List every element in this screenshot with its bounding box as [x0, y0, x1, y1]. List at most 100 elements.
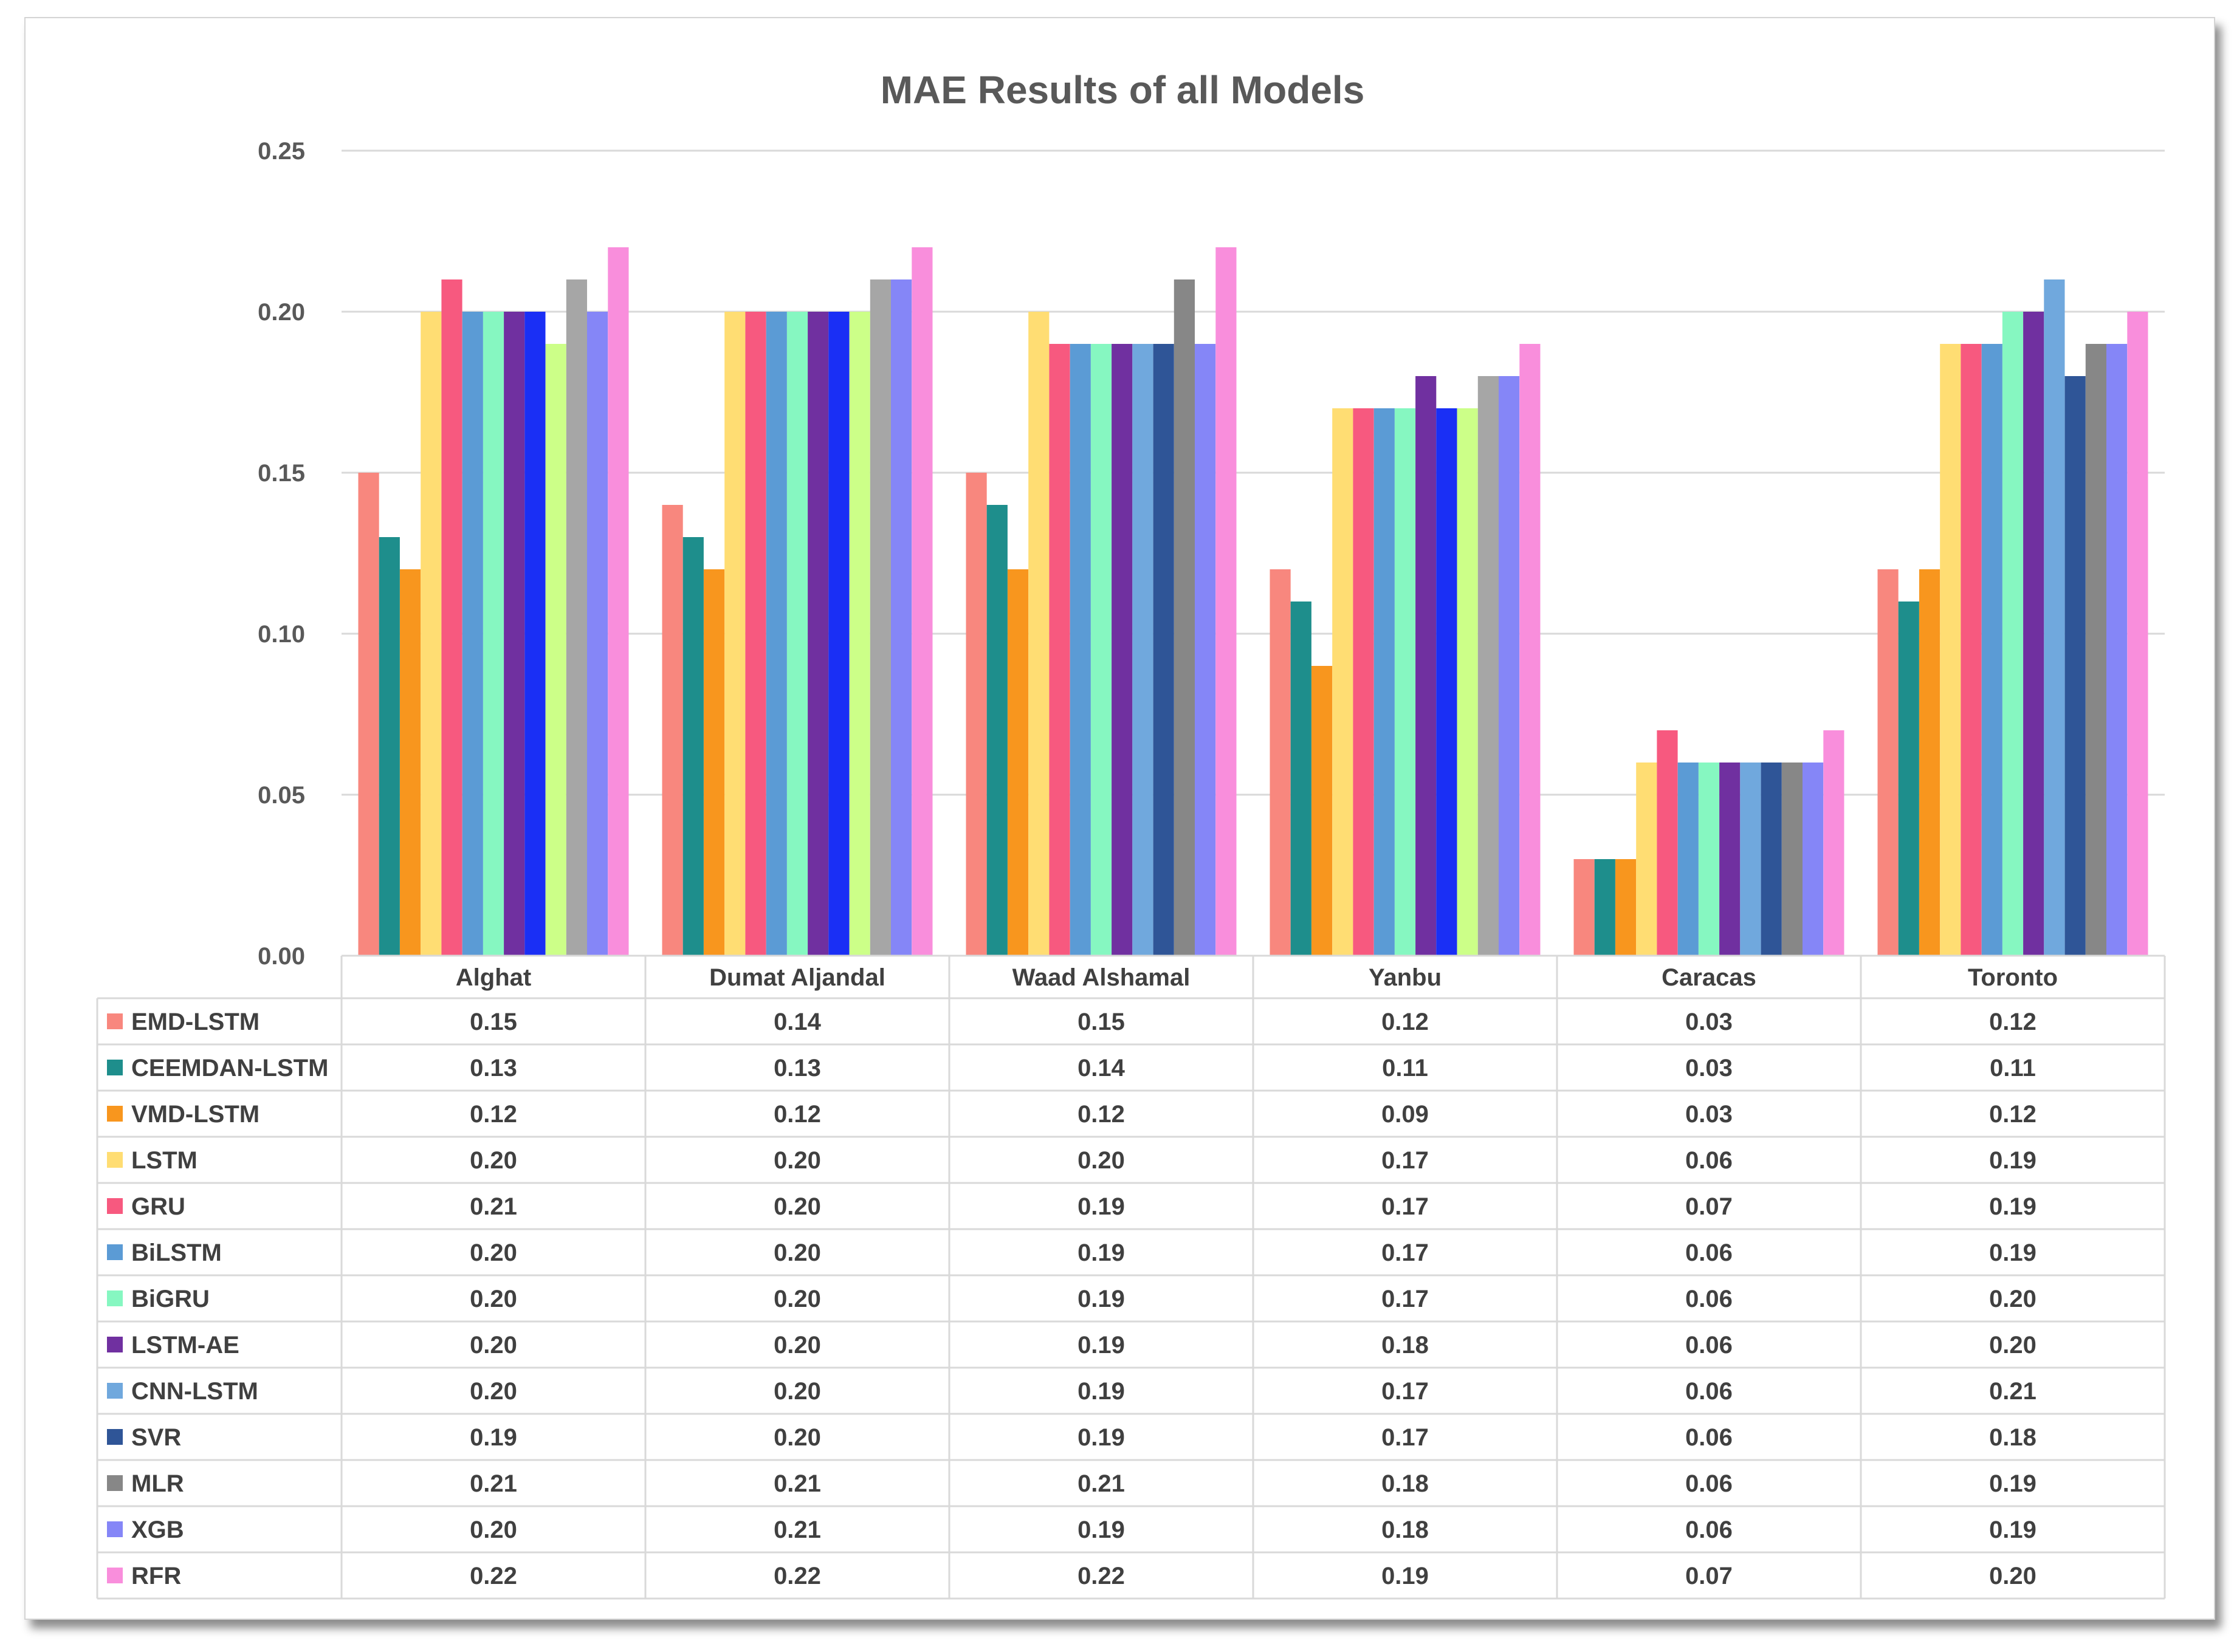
legend-swatch-rfr	[107, 1568, 123, 1583]
data-table: Alghat Dumat Aljandal Waad Alshamal Yanbu Ca…	[96, 955, 2166, 1600]
table-cell: 0.12	[470, 1101, 517, 1128]
table-cell: 0.12	[1989, 1009, 2036, 1035]
legend-swatch-bigru	[107, 1290, 123, 1306]
bar-mlr-alghat	[566, 279, 587, 956]
bar-bilstm-toronto	[1981, 344, 2002, 956]
table-cell: 0.15	[1077, 1009, 1125, 1035]
bar-ceemdan-lstm-waad-alshamal	[986, 505, 1008, 956]
chart-frame: MAE Results of all Models 0.00 0.05 0.10 0.…	[24, 17, 2215, 1620]
table-cell: 0.15	[470, 1009, 517, 1035]
bar-mlr-yanbu	[1477, 376, 1499, 956]
table-cell: 0.21	[1989, 1378, 2036, 1405]
legend-swatch-lstm	[107, 1152, 123, 1168]
series-name: CEEMDAN-LSTM	[131, 1055, 328, 1081]
y-tick-label: 0.20	[258, 299, 305, 326]
bar-ceemdan-lstm-yanbu	[1290, 602, 1311, 956]
grid-lines	[342, 149, 2165, 796]
y-tick-label: 0.25	[258, 138, 305, 165]
table-cell: 0.07	[1685, 1563, 1733, 1589]
y-tick-label: 0.15	[258, 460, 305, 487]
bar-mlr-caracas	[1781, 763, 1803, 956]
table-cell: 0.19	[1077, 1424, 1125, 1451]
table-cell: 0.21	[470, 1470, 517, 1497]
bar-lstm-ae-toronto	[2023, 312, 2044, 956]
legend-swatch-vmd-lstm	[107, 1106, 123, 1122]
bar-vmd-lstm-caracas	[1615, 859, 1637, 956]
table-cell: 0.19	[1989, 1147, 2036, 1174]
table-cell: 0.20	[774, 1239, 821, 1266]
legend-swatch-cnn-lstm	[107, 1383, 123, 1399]
table-cell: 0.06	[1685, 1424, 1733, 1451]
table-cell: 0.09	[1381, 1101, 1429, 1128]
table-cell: 0.06	[1685, 1286, 1733, 1312]
bar-xgb-dumat-aljandal	[891, 279, 912, 956]
series-name: LSTM-AE	[131, 1332, 239, 1359]
bar-xgb-alghat	[587, 312, 608, 956]
table-cell: 0.03	[1685, 1101, 1733, 1128]
table-cell: 0.14	[774, 1009, 822, 1035]
table-cell: 0.19	[1077, 1286, 1125, 1312]
bar-cnn-lstm-caracas	[1740, 763, 1761, 956]
bar-rfr-waad-alshamal	[1215, 247, 1237, 956]
table-cell: 0.21	[1077, 1470, 1125, 1497]
table-cell: 0.17	[1381, 1424, 1429, 1451]
bar-lstm-caracas	[1636, 763, 1657, 956]
bar-ceemdan-lstm-alghat	[379, 537, 400, 956]
table-cell: 0.19	[1077, 1517, 1125, 1543]
bar-vmd-lstm-toronto	[1919, 569, 1940, 956]
series-name: SVR	[131, 1424, 181, 1451]
bar-bigru-dumat-aljandal	[786, 312, 808, 956]
bar-rfr-toronto	[2127, 312, 2148, 956]
bar-cnn-lstm-waad-alshamal	[1132, 344, 1153, 956]
category-label: Caracas	[1662, 964, 1756, 991]
bar-svr-alghat	[545, 344, 566, 956]
bar-gru-dumat-aljandal	[745, 312, 766, 956]
y-tick-label: 0.00	[258, 943, 305, 970]
bar-bilstm-alghat	[462, 312, 483, 956]
bar-vmd-lstm-waad-alshamal	[1008, 569, 1029, 956]
table-cell: 0.19	[1989, 1239, 2036, 1266]
series-name: MLR	[131, 1470, 184, 1497]
table-cell: 0.20	[1989, 1286, 2036, 1312]
bar-lstm-ae-caracas	[1719, 763, 1741, 956]
table-cell: 0.19	[1077, 1378, 1125, 1405]
table-cell: 0.22	[774, 1563, 821, 1589]
table-cell: 0.12	[774, 1101, 821, 1128]
bar-rfr-dumat-aljandal	[912, 247, 933, 956]
series-name: LSTM	[131, 1147, 198, 1174]
table-cell: 0.12	[1381, 1009, 1429, 1035]
legend-swatch-svr	[107, 1429, 123, 1445]
bar-lstm-ae-dumat-aljandal	[808, 312, 829, 956]
bar-bigru-caracas	[1698, 763, 1720, 956]
bar-emd-lstm-yanbu	[1270, 569, 1291, 956]
bar-ceemdan-lstm-toronto	[1898, 602, 1919, 956]
bar-bilstm-caracas	[1677, 763, 1699, 956]
table-cell: 0.20	[1989, 1332, 2036, 1359]
y-axis-ticks: 0.00 0.05 0.10 0.15 0.20 0.25	[258, 138, 305, 970]
table-cell: 0.07	[1685, 1193, 1733, 1220]
table-cell: 0.06	[1685, 1239, 1733, 1266]
bar-mlr-dumat-aljandal	[870, 279, 891, 956]
legend-swatch-emd-lstm	[107, 1013, 123, 1029]
bar-xgb-waad-alshamal	[1195, 344, 1216, 956]
series-name: EMD-LSTM	[131, 1009, 259, 1035]
chart-title: MAE Results of all Models	[881, 68, 1365, 112]
bar-lstm-yanbu	[1332, 408, 1353, 956]
bar-gru-toronto	[1961, 344, 1982, 956]
legend-swatch-lstm-ae	[107, 1337, 123, 1352]
bar-cnn-lstm-alghat	[524, 312, 546, 956]
table-cell: 0.18	[1381, 1517, 1429, 1543]
bar-bigru-yanbu	[1394, 408, 1416, 956]
bar-mlr-toronto	[2085, 344, 2106, 956]
table-cell: 0.22	[1077, 1563, 1125, 1589]
table-cell: 0.11	[1382, 1055, 1428, 1081]
bar-gru-alghat	[441, 279, 462, 956]
table-cell: 0.20	[470, 1239, 517, 1266]
table-cell: 0.20	[774, 1193, 821, 1220]
bar-lstm-dumat-aljandal	[724, 312, 746, 956]
table-cell: 0.20	[1077, 1147, 1125, 1174]
table-cell: 0.03	[1685, 1055, 1733, 1081]
table-cell: 0.18	[1381, 1332, 1429, 1359]
bar-emd-lstm-dumat-aljandal	[662, 505, 683, 956]
bar-lstm-toronto	[1940, 344, 1961, 956]
